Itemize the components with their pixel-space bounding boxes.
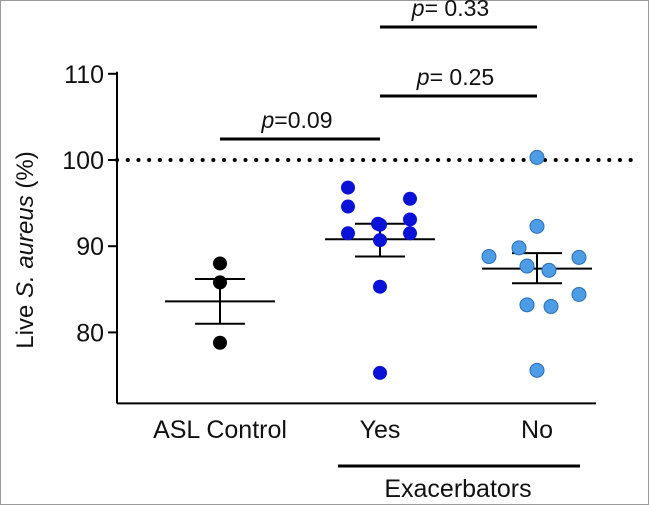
x-category-label: No [521, 416, 553, 444]
data-point [373, 279, 387, 294]
axes: 80 90 100 110 [62, 61, 596, 405]
data-point [403, 191, 417, 206]
p-value-label: p= 0.25 [416, 64, 494, 90]
p-symbol: p [261, 107, 275, 133]
data-point [481, 249, 497, 265]
p-value-text: = 0.25 [430, 64, 495, 90]
p-value-label: p=0.09 [261, 107, 333, 133]
data-point [371, 216, 385, 231]
data-point [571, 249, 587, 265]
p-value-text: = 0.33 [425, 0, 490, 21]
y-tick-label: 100 [62, 147, 104, 175]
data-point [541, 262, 557, 278]
x-category-label: Yes [360, 416, 401, 444]
data-marks [165, 149, 592, 380]
data-point [519, 297, 535, 313]
data-point [213, 256, 227, 271]
data-point [341, 199, 355, 214]
y-axis-title: Live S. aureus (%) [12, 151, 39, 348]
p-symbol: p [416, 64, 430, 90]
data-point [213, 335, 227, 350]
group-bracket: Exacerbators [338, 464, 580, 503]
data-point [341, 226, 355, 241]
group-label: Exacerbators [384, 475, 531, 503]
data-point [519, 258, 535, 274]
data-point [373, 233, 387, 248]
p-symbol: p [411, 0, 425, 21]
data-point [213, 275, 227, 290]
data-point [403, 212, 417, 227]
y-tick-label: 90 [76, 233, 104, 261]
p-value-text: =0.09 [274, 107, 332, 133]
data-point [373, 365, 387, 380]
data-point [571, 286, 587, 302]
data-point [529, 149, 545, 165]
data-point [403, 226, 417, 241]
data-point [543, 299, 559, 315]
data-point [341, 180, 355, 195]
y-axis-label: Live S. aureus (%) [12, 151, 39, 348]
p-value-label: p= 0.33 [411, 0, 489, 21]
data-point [529, 218, 545, 234]
y-tick-label: 110 [64, 61, 104, 89]
y-tick-label: 80 [76, 319, 104, 347]
y-axis-title-species: S. aureus [12, 195, 39, 298]
y-axis-title-prefix: Live [12, 298, 39, 349]
annotations: p= 0.33p=0.09p= 0.25 [220, 0, 537, 141]
data-point [511, 240, 527, 256]
category-labels: ASL Control Yes No [153, 416, 553, 444]
y-axis-title-suffix: (%) [12, 151, 39, 195]
x-category-label: ASL Control [153, 416, 287, 444]
data-point [529, 362, 545, 378]
